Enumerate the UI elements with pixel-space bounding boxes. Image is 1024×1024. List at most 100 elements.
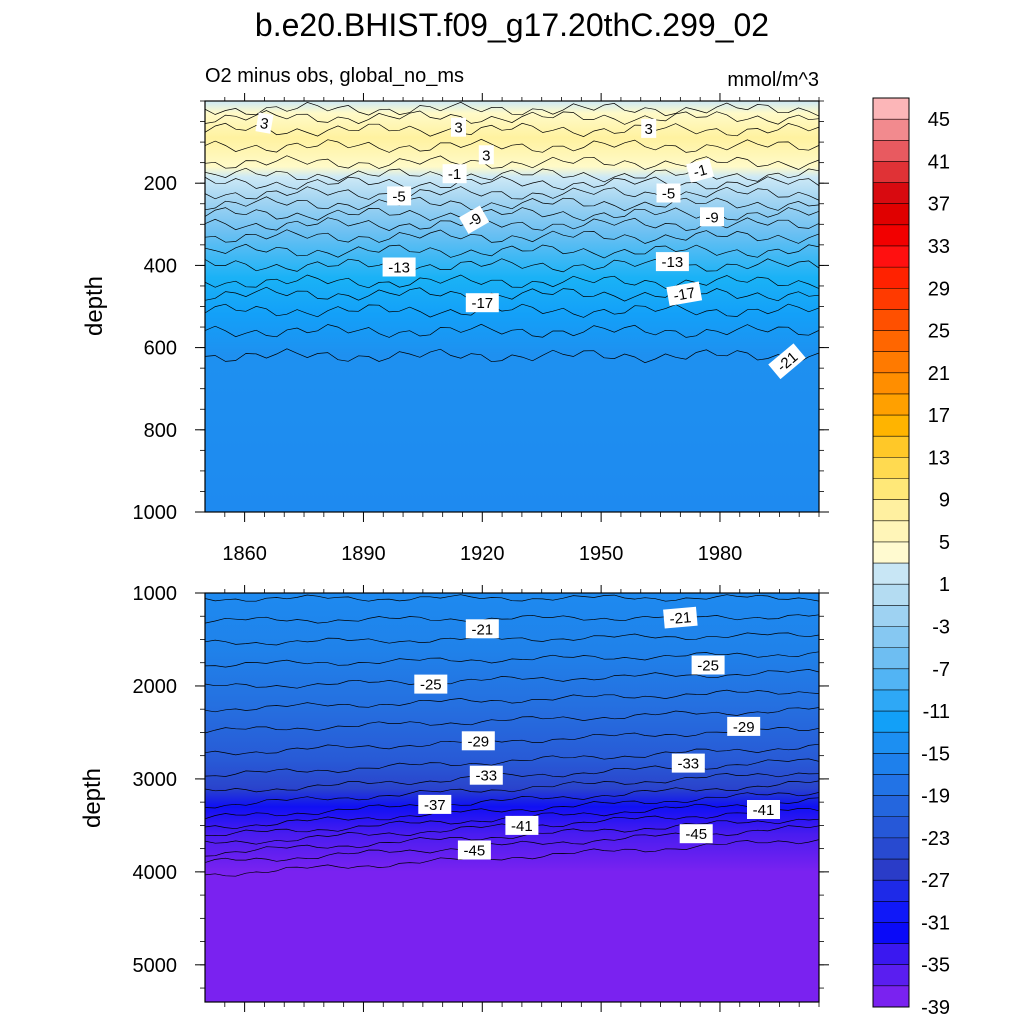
colorbar-swatch	[873, 140, 909, 162]
x-tick-label: 1980	[698, 543, 743, 565]
contour-label-box	[656, 183, 681, 203]
y-tick-label: 3000	[133, 769, 178, 791]
contour-label-text: 3	[645, 121, 653, 138]
colorbar-swatch	[873, 119, 909, 141]
contour-label-text: -1	[448, 166, 461, 183]
colorbar-swatch	[873, 499, 909, 522]
contour-line	[205, 122, 819, 137]
contour-label-text: 3	[482, 147, 490, 164]
contour-label-text: 3	[454, 120, 462, 137]
colorbar-label: 13	[928, 447, 950, 469]
contour-line	[205, 229, 819, 244]
contour-label: -17	[465, 293, 499, 313]
contour-label-text: -21	[669, 609, 692, 628]
colorbar-swatch	[873, 964, 909, 987]
contour-line	[205, 818, 819, 857]
contour-label-text: -21	[471, 621, 493, 638]
colorbar-label: 21	[928, 363, 950, 385]
colorbar-swatch	[873, 415, 909, 437]
colorbar-label: 25	[928, 321, 950, 343]
colorbar-swatch	[873, 457, 909, 479]
contour-label-text: -33	[475, 768, 497, 785]
contour-label-box	[691, 655, 725, 675]
contour-label-box	[442, 164, 467, 184]
contour-label-box	[727, 716, 761, 736]
contour-line	[205, 651, 819, 668]
contour-label-text: -29	[733, 719, 755, 736]
contour-label: -41	[505, 815, 539, 835]
colorbar-frame	[872, 97, 910, 1008]
colorbar-label: 5	[939, 532, 950, 554]
contour-label: -41	[747, 800, 780, 819]
colorbar-label: 33	[928, 236, 950, 258]
contour-label-box	[387, 186, 412, 206]
colorbar-swatch	[873, 605, 909, 627]
contour-label: -17	[666, 281, 703, 306]
colorbar-swatch	[873, 182, 909, 205]
contour-label-box	[255, 112, 274, 134]
contour-label: 3	[255, 112, 274, 134]
y-tick-label: 600	[144, 338, 177, 360]
contour-label-box	[414, 674, 448, 694]
colorbar-swatch	[873, 203, 909, 226]
contour-label: -9	[700, 207, 724, 227]
contour-label-text: -25	[420, 677, 442, 694]
colorbar-label: -11	[923, 701, 950, 723]
colorbar-swatch	[873, 393, 909, 416]
contour-label-box	[469, 765, 503, 785]
contour-label: -25	[691, 655, 725, 675]
chart-units: mmol/m^3	[727, 69, 819, 91]
contour-line	[205, 303, 819, 318]
contour-line	[205, 110, 819, 125]
contour-line	[205, 632, 819, 646]
contour-line	[205, 780, 819, 820]
colorbar-swatch	[873, 901, 909, 923]
contour-label: -1	[686, 158, 715, 183]
colorbar-label: -27	[921, 870, 950, 892]
contour-line	[205, 258, 819, 273]
colorbar-swatch	[873, 922, 909, 944]
y-tick-label: 2000	[133, 676, 178, 698]
contour-label-box	[465, 619, 499, 639]
y-tick-label: 1000	[133, 502, 178, 524]
contour-label: -37	[418, 794, 452, 814]
y-tick-label: 1000	[133, 583, 178, 605]
colorbar-swatch	[873, 880, 909, 902]
colorbar-swatch	[873, 859, 909, 881]
contour-line	[205, 839, 819, 877]
contour-label-box	[451, 117, 466, 137]
colorbar-swatch	[873, 351, 909, 374]
colorbar-swatch	[873, 795, 909, 818]
colorbar-swatch	[873, 478, 909, 501]
contour-line	[205, 186, 819, 201]
contour-label: 3	[451, 117, 466, 137]
contour-line	[205, 348, 819, 364]
contour-label-text: -9	[705, 209, 718, 226]
colorbar-swatch	[873, 372, 909, 395]
upper-panel: 1860 1890 1920 1950 1980 200 400 600 800 1000 3 3 3…	[133, 93, 829, 565]
contour-label: -5	[387, 186, 412, 206]
contour-line	[205, 727, 819, 756]
colorbar-label: 29	[928, 278, 950, 300]
contour-line	[205, 196, 819, 212]
contour-label-text: -1	[692, 161, 709, 181]
contour-label: -21	[663, 606, 698, 629]
contour-line	[205, 155, 819, 170]
contour-label-box	[700, 207, 724, 227]
contour-label-box	[459, 205, 490, 234]
contour-line	[205, 689, 819, 713]
colorbar-label: -23	[921, 828, 950, 850]
colorbar-swatch	[873, 98, 909, 120]
colorbar-label: 41	[928, 151, 950, 173]
colorbar-swatch	[873, 689, 909, 712]
y-tick-label: 5000	[133, 955, 178, 977]
contour-label: -33	[671, 753, 705, 773]
colorbar-label: -7	[932, 659, 950, 681]
colorbar-label: -39	[921, 997, 950, 1019]
x-tick-label: 1950	[579, 543, 624, 565]
contour-label-box	[478, 145, 494, 165]
contour-line	[205, 792, 819, 830]
contour-label: 3	[478, 145, 494, 165]
y-tick-label: 4000	[133, 862, 178, 884]
